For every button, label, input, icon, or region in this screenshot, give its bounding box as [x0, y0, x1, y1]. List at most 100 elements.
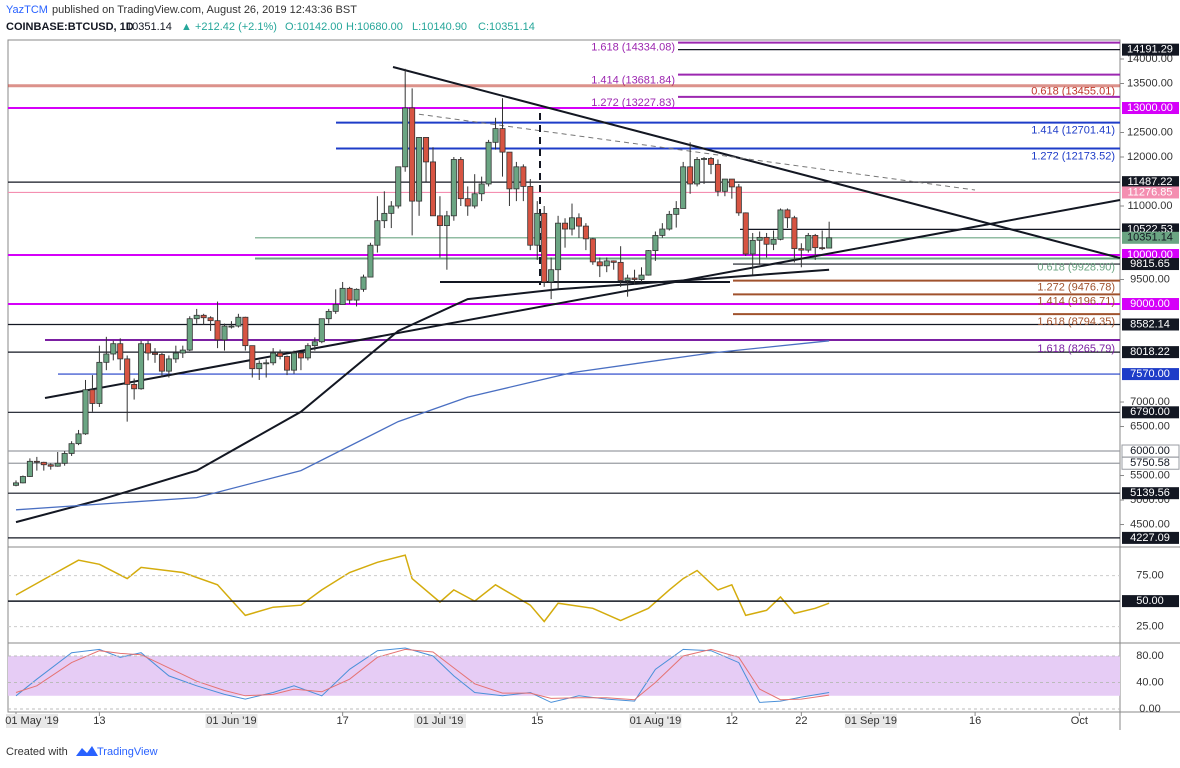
fib-label: 1.618 (8794.35) — [1037, 316, 1115, 328]
candle-body — [26, 460, 33, 477]
level-box — [1121, 456, 1180, 470]
candle-body — [631, 277, 638, 280]
y-tick-label: 14000.00 — [1127, 53, 1173, 65]
candle-body — [12, 482, 19, 486]
high: H:10680.00 — [346, 21, 403, 33]
level-label: 8018.22 — [1130, 346, 1170, 358]
candle-body — [374, 220, 381, 246]
level-label: 11276.85 — [1127, 186, 1172, 198]
candle-body — [256, 362, 263, 370]
candle-body — [450, 159, 457, 217]
footer-brand: TradingView — [97, 746, 158, 758]
candle-body — [318, 318, 325, 343]
candle-body — [805, 235, 812, 251]
candle-body — [40, 461, 47, 466]
y-tick-label: 9500.00 — [1130, 273, 1170, 285]
candle-body — [568, 217, 575, 230]
level-box — [1122, 298, 1179, 311]
y-tick-label: 7000.00 — [1130, 396, 1170, 408]
rsi-tick-label: 75.00 — [1136, 569, 1164, 581]
candle-body — [812, 235, 819, 249]
candle-body — [603, 260, 610, 267]
candle-body — [617, 261, 624, 281]
level-box — [1122, 531, 1179, 544]
x-tick-label: 13 — [93, 715, 105, 727]
candle-body — [367, 244, 374, 278]
candle-body — [270, 352, 277, 364]
candle-body — [721, 178, 728, 192]
candle-body — [138, 343, 145, 390]
y-tick-label: 11000.00 — [1127, 200, 1172, 212]
footer-created: Created with — [6, 746, 68, 758]
axes: 14000.00 13500.00 12500.00 12000.00 11000.00… — [5, 44, 1180, 728]
candle-body — [541, 212, 548, 283]
candle-body — [763, 236, 770, 245]
candle-body — [680, 166, 687, 209]
candle-body — [131, 383, 138, 390]
candle-body — [555, 222, 562, 271]
moving-average — [15, 340, 830, 511]
candle-body — [562, 222, 569, 230]
candle-body — [33, 460, 40, 463]
candle-body — [110, 343, 117, 355]
candle-body — [388, 205, 395, 214]
y-tick-label: 13500.00 — [1127, 77, 1173, 89]
x-tick-label: 17 — [337, 715, 349, 727]
candle-body — [297, 352, 304, 359]
candle-body — [798, 248, 805, 251]
candle-body — [749, 239, 756, 255]
stoch-line — [15, 647, 830, 703]
x-tick-label: 01 Jun '19 — [206, 715, 256, 727]
candle-body — [666, 213, 673, 230]
close: C:10351.14 — [478, 21, 535, 33]
level-label: 10000.00 — [1127, 249, 1173, 261]
x-tick-label: 15 — [531, 715, 543, 727]
level-box — [1122, 346, 1179, 359]
candle-body — [186, 318, 193, 351]
candle-body — [290, 352, 297, 371]
fib-label: 0.618 (9928.90) — [1037, 261, 1115, 273]
candle-body — [659, 228, 666, 236]
candle-body — [249, 345, 256, 370]
trendlines — [44, 66, 1121, 399]
candle-body — [381, 212, 388, 222]
level-label: 10351.14 — [1127, 232, 1173, 244]
candle-body — [784, 209, 791, 219]
level-box — [1122, 102, 1179, 115]
level-label: 9815.65 — [1130, 258, 1170, 270]
candle-body — [89, 389, 96, 404]
candle-body — [151, 352, 158, 355]
low: L:10140.90 — [412, 21, 467, 33]
tradingview-logo — [76, 746, 98, 756]
candle-body — [395, 166, 402, 207]
candle-body — [82, 389, 89, 435]
fib-label: 0.618 (13455.01) — [1031, 86, 1115, 98]
x-tick-label: 01 Sep '19 — [845, 715, 897, 727]
level-box — [1122, 186, 1179, 199]
candle-body — [277, 352, 284, 357]
candle-body — [325, 310, 332, 320]
candle-body — [242, 316, 249, 347]
candle-body — [548, 269, 555, 283]
level-label: 7570.00 — [1130, 368, 1170, 380]
candle-body — [575, 217, 582, 227]
author: YazTCM — [6, 4, 48, 16]
candle-body — [47, 464, 54, 467]
candles — [12, 68, 833, 703]
fib-label: 1.272 (12173.52) — [1031, 150, 1115, 162]
candle-body — [527, 186, 534, 246]
candle-body — [485, 141, 492, 185]
level-box — [1122, 258, 1179, 271]
candle-body — [673, 208, 680, 215]
candle-body — [520, 166, 527, 187]
candle-body — [464, 198, 471, 207]
candle-body — [311, 341, 318, 347]
candle-body — [96, 361, 103, 404]
candle-body — [263, 362, 270, 365]
candle-body — [728, 178, 735, 188]
candle-body — [145, 343, 152, 354]
level-label: 9000.00 — [1130, 298, 1170, 310]
fib-label: 1.272 (13227.83) — [591, 97, 675, 109]
